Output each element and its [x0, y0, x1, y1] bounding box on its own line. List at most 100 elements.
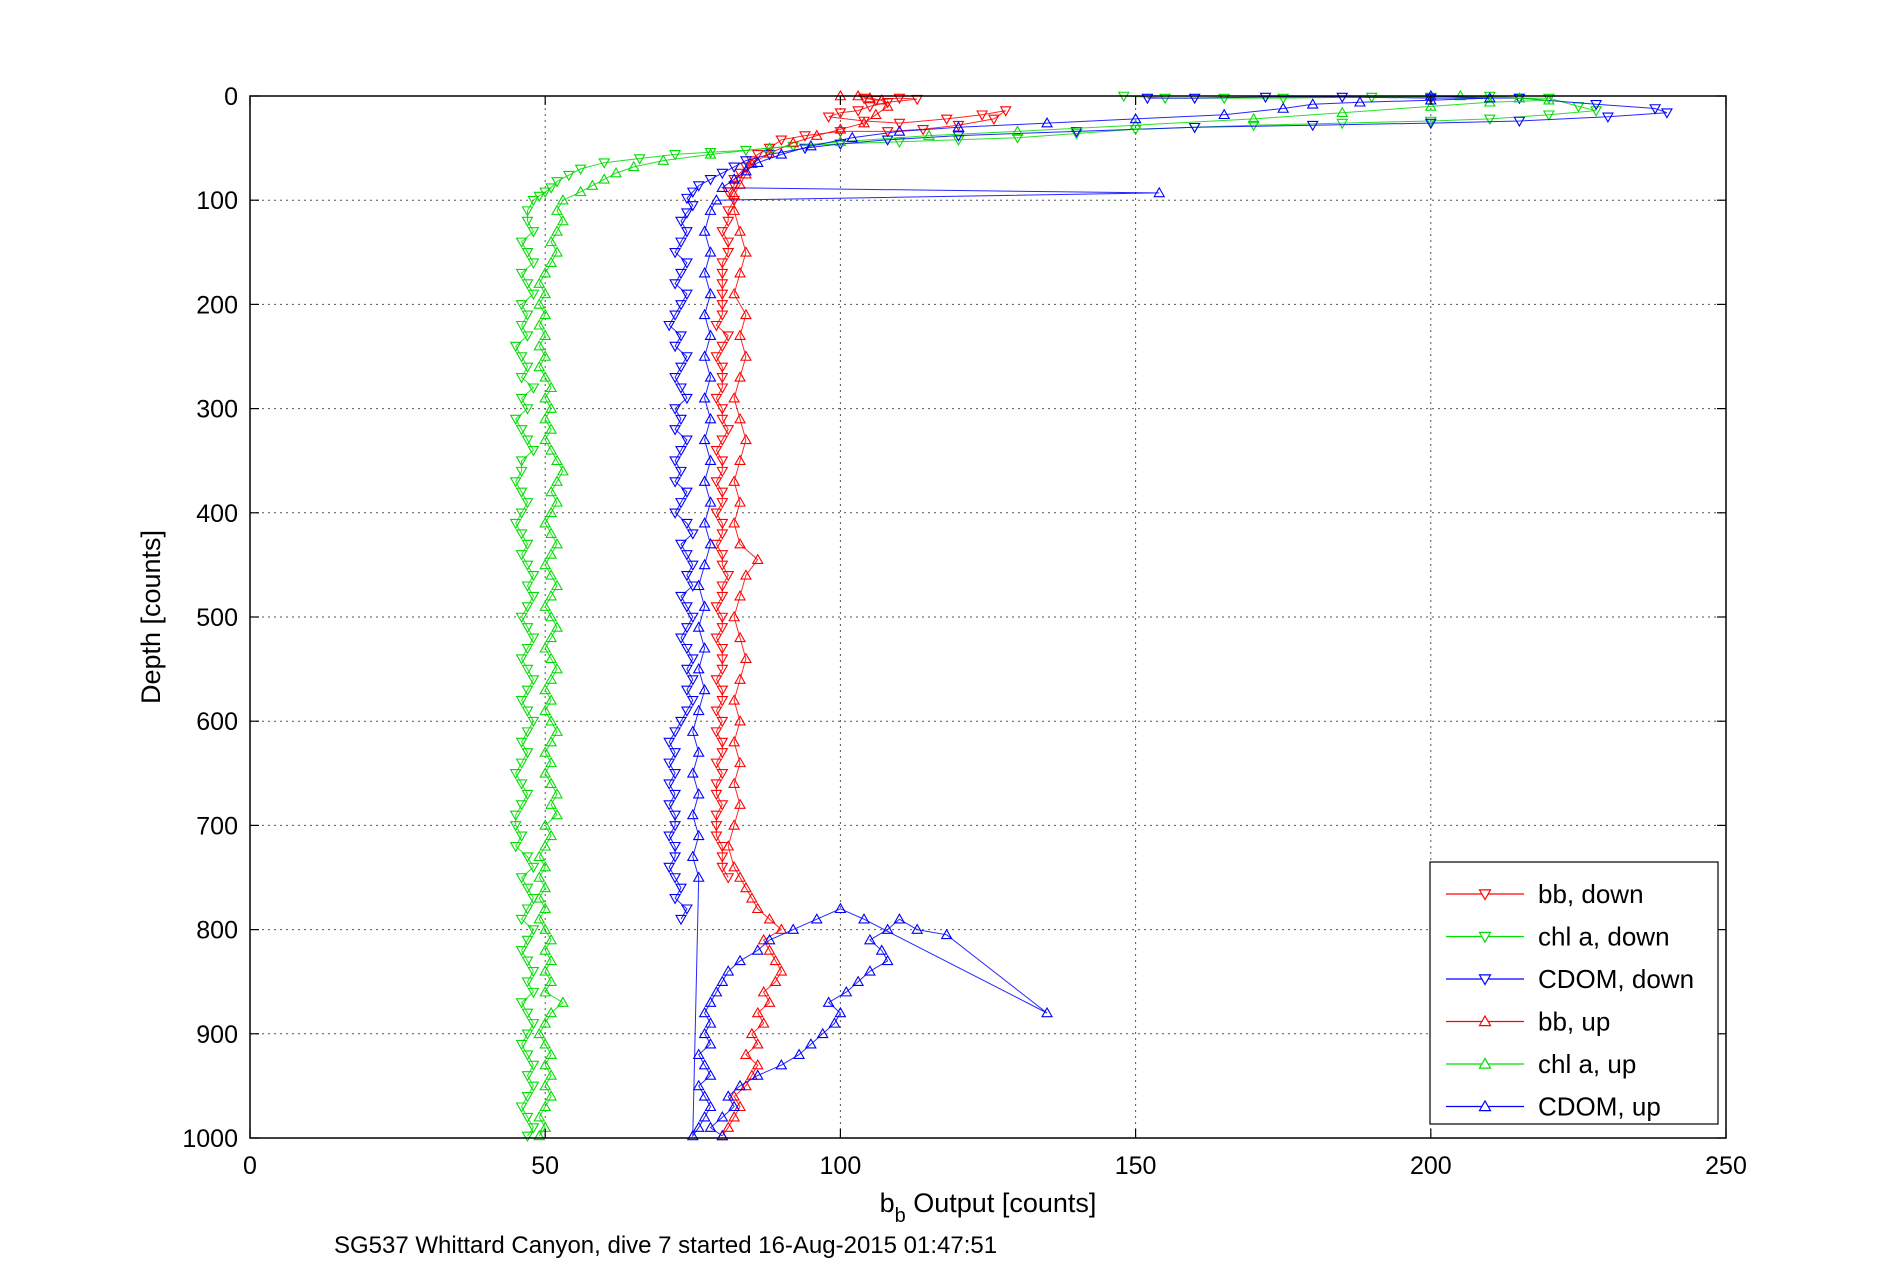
data-point — [680, 664, 693, 676]
data-point — [663, 320, 676, 332]
data-point — [716, 696, 729, 707]
data-point — [515, 320, 528, 332]
data-point — [810, 913, 823, 924]
data-point — [533, 360, 546, 372]
data-point — [551, 225, 563, 236]
data-point — [710, 602, 723, 613]
y-tick-label: 100 — [196, 187, 238, 215]
data-point — [669, 341, 682, 353]
data-point — [669, 748, 682, 759]
legend-entry: chl a, up — [1446, 1049, 1636, 1079]
data-point — [722, 216, 735, 228]
data-point — [745, 1027, 758, 1039]
data-point — [539, 704, 552, 716]
data-point — [698, 308, 711, 320]
data-point — [698, 267, 711, 278]
data-point — [852, 975, 865, 986]
data-point — [551, 725, 563, 736]
data-point — [804, 1038, 817, 1049]
data-point — [669, 873, 682, 884]
data-point — [598, 173, 611, 184]
data-point — [521, 1131, 534, 1143]
data-point — [527, 1060, 540, 1072]
data-point — [692, 1121, 705, 1132]
data-point — [539, 746, 552, 757]
data-point — [775, 965, 788, 976]
data-point — [1424, 118, 1437, 130]
data-point — [734, 1079, 746, 1091]
data-point — [710, 445, 723, 457]
data-point — [739, 433, 752, 445]
data-point — [509, 341, 522, 353]
data-point — [527, 987, 540, 999]
data-point — [509, 518, 522, 530]
data-point — [734, 715, 746, 726]
data-point — [734, 371, 746, 382]
data-point — [539, 1058, 552, 1070]
data-point — [556, 194, 569, 205]
data-point — [515, 696, 528, 707]
data-point — [834, 123, 847, 134]
data-point — [545, 527, 558, 538]
data-point — [757, 986, 770, 997]
data-point — [716, 852, 729, 863]
data-point — [515, 1102, 528, 1113]
data-point — [521, 623, 534, 634]
data-point — [521, 1071, 534, 1082]
data-point — [686, 187, 699, 198]
data-point — [810, 129, 823, 140]
data-point — [1483, 114, 1496, 126]
data-point — [698, 600, 711, 611]
y-tick-label: 1000 — [182, 1125, 238, 1153]
data-point — [551, 475, 563, 486]
data-point — [521, 1112, 534, 1124]
data-point — [704, 537, 717, 549]
data-point — [751, 1038, 764, 1049]
data-point — [751, 150, 764, 161]
data-point — [539, 1100, 552, 1112]
data-point — [692, 704, 705, 716]
data-point — [787, 136, 800, 148]
data-point — [863, 91, 876, 103]
data-point — [716, 591, 729, 603]
data-point — [551, 579, 563, 591]
data-point — [710, 831, 723, 842]
data-point — [515, 268, 528, 280]
data-point — [527, 1123, 540, 1134]
data-point — [698, 1006, 711, 1018]
data-point — [533, 850, 546, 861]
y-tick-label: 900 — [196, 1021, 238, 1049]
data-point — [728, 860, 741, 872]
data-point — [1218, 93, 1231, 105]
data-point — [710, 810, 723, 822]
data-point — [539, 433, 552, 445]
data-point — [751, 902, 764, 914]
data-point — [911, 923, 924, 934]
data-point — [1513, 116, 1526, 128]
data-point — [716, 716, 729, 728]
data-point — [739, 164, 752, 176]
data-point — [745, 892, 758, 903]
data-point — [515, 425, 528, 436]
legend-box — [1429, 861, 1719, 1125]
data-point — [716, 862, 729, 874]
data-point — [734, 1100, 746, 1112]
data-point — [1336, 106, 1349, 117]
data-point — [545, 444, 558, 455]
data-point — [1513, 91, 1526, 103]
data-point — [515, 237, 528, 248]
data-point — [680, 393, 693, 405]
data-point — [521, 539, 534, 551]
legend-entry: chl a, down — [1446, 922, 1670, 952]
data-point — [675, 362, 687, 374]
data-point — [763, 996, 776, 1007]
data-point — [1153, 186, 1166, 198]
data-point — [722, 571, 735, 582]
data-point — [551, 537, 563, 549]
data-point — [686, 1129, 699, 1141]
data-point — [816, 1027, 829, 1039]
data-point — [716, 518, 729, 530]
data-point — [521, 664, 534, 676]
data-point — [763, 913, 776, 924]
data-point — [675, 268, 687, 280]
